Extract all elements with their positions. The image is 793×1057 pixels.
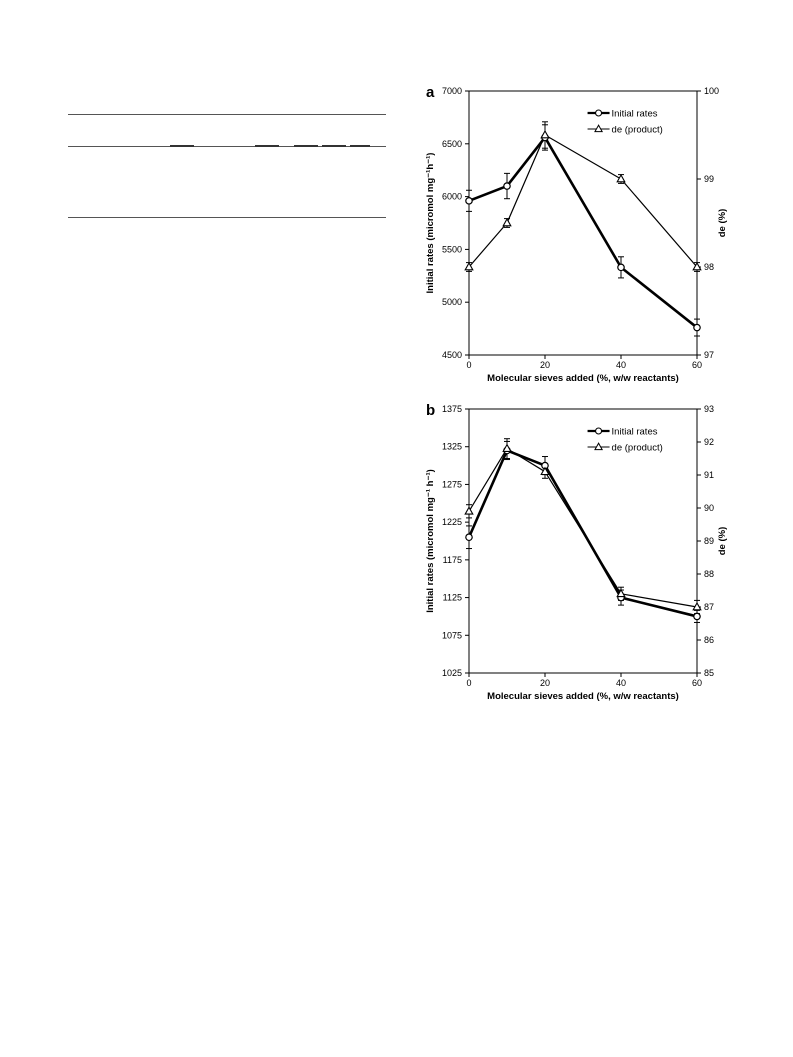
chart-a-y-tick-label-5: 7000 <box>442 86 462 96</box>
table-bottom-rule <box>68 217 386 218</box>
chart-a-x-axis-label: Molecular sieves added (%, w/w reactants… <box>487 373 679 384</box>
chart-b-x-tick-label-3: 60 <box>692 678 702 688</box>
chart-a-x-tick-label-0: 0 <box>466 360 471 370</box>
table-span-rule-4 <box>322 145 346 147</box>
chart-b-x-tick-label-2: 40 <box>616 678 626 688</box>
chart-b-panel-letter: b <box>426 402 435 419</box>
chart-b-y-tick-label-2: 1125 <box>443 593 462 603</box>
table-span-rule-1 <box>170 145 194 147</box>
table-span-rule-3 <box>294 145 318 147</box>
chart-a-y-tick-label-2: 5500 <box>442 244 462 254</box>
chart-b-y-tick-label-6: 1325 <box>442 442 462 452</box>
chart-b-de-product-point-4 <box>692 601 702 611</box>
chart-a-de-product-point-4 <box>692 261 702 271</box>
table-span-rule-5 <box>350 145 370 147</box>
chart-a-svg: a 0 20 40 60 4500 5000 5500 6000 6500 7000 97 98 99 10… <box>425 84 728 384</box>
chart-b-x-axis-label: Molecular sieves added (%, w/w reactants… <box>487 691 679 702</box>
chart-a-legend-de-product-label: de (product) <box>612 125 663 136</box>
chart-a-y2-tick-label-2: 99 <box>704 174 714 184</box>
chart-a-initial-rates-point-3 <box>617 263 625 272</box>
chart-b-y2-tick-label-0: 85 <box>704 668 714 678</box>
chart-b-plot-frame <box>468 408 698 674</box>
chart-b-y-tick-label-4: 1225 <box>442 517 462 527</box>
chart-a-y2-tick-label-0: 97 <box>704 350 714 360</box>
chart-b-y2-axis-label: de (%) <box>717 527 728 556</box>
chart-b-y2-tick-label-6: 91 <box>704 470 714 480</box>
chart-a-x-tick-label-2: 40 <box>616 360 626 370</box>
chart-a-legend-initial-rates-label: Initial rates <box>612 109 658 120</box>
chart-a-initial-rates-point-0 <box>465 197 473 205</box>
table-span-rule-2 <box>255 145 279 147</box>
chart-a-panel-letter: a <box>426 84 435 101</box>
chart-panel-b: b 0 20 40 60 1025 1075 1125 1175 1225 1275 1325 1375… <box>415 398 745 702</box>
chart-b-de-product-point-1 <box>502 443 512 452</box>
chart-b-de-product-point-0 <box>464 506 474 515</box>
chart-a-x-tick-label-1: 20 <box>540 360 550 370</box>
chart-a-y-tick-label-1: 5000 <box>442 297 462 307</box>
chart-b-svg: b 0 20 40 60 1025 1075 1125 1175 1225 1275 1325 1375… <box>425 402 728 702</box>
chart-b-y2-tick-label-2: 87 <box>704 602 714 612</box>
chart-a-initial-rates-line <box>468 136 698 329</box>
chart-a-y2-axis-label: de (%) <box>717 209 728 238</box>
chart-b-y2-tick-label-7: 92 <box>704 437 714 447</box>
chart-b-de-product-point-2 <box>540 466 550 476</box>
chart-a-y-axis-label: Initial rates (micromol mg⁻¹h⁻¹) <box>425 153 436 294</box>
chart-b-de-product-line <box>468 447 698 608</box>
chart-a-initial-rates-point-4 <box>693 323 701 332</box>
chart-a-legend-initial-rates-marker <box>595 109 603 117</box>
chart-b-y-tick-label-7: 1375 <box>442 404 462 414</box>
chart-b-x-tick-label-0: 0 <box>466 678 471 688</box>
chart-panel-a: a 0 20 40 60 4500 5000 5500 6000 6500 7000 97 98 99 10… <box>415 80 745 384</box>
chart-a-plot-frame <box>468 90 698 356</box>
chart-b-y2-tick-label-5: 90 <box>704 503 714 513</box>
chart-a-de-product-point-0 <box>464 261 474 271</box>
chart-a-de-product-point-2 <box>540 129 550 139</box>
chart-a-de-product-point-3 <box>616 173 626 183</box>
chart-b-de-product-point-3 <box>616 588 626 598</box>
chart-a-y-tick-label-3: 6000 <box>442 192 462 202</box>
chart-b-y-tick-label-5: 1275 <box>442 479 462 489</box>
chart-a-initial-rates-point-1 <box>503 182 511 190</box>
chart-a-y-tick-label-0: 4500 <box>442 350 462 360</box>
chart-b-y2-tick-label-8: 93 <box>704 404 714 414</box>
chart-b-y-tick-label-3: 1175 <box>443 555 462 565</box>
chart-b-y2-tick-label-4: 89 <box>704 536 714 546</box>
chart-a-y2-tick-label-1: 98 <box>704 262 714 272</box>
chart-b-x-tick-label-1: 20 <box>540 678 550 688</box>
chart-b-legend-de-product-marker <box>594 442 604 451</box>
chart-b-legend-de-product-label: de (product) <box>612 443 663 454</box>
chart-b-legend-initial-rates-label: Initial rates <box>612 427 658 438</box>
chart-b-legend-initial-rates-marker <box>595 427 603 435</box>
chart-b-y-axis-label: Initial rates (micromol mg⁻¹ h⁻¹) <box>425 469 436 613</box>
chart-a-de-product-point-1 <box>502 217 512 227</box>
table-header-rule <box>68 146 386 147</box>
chart-b-y-tick-label-0: 1025 <box>442 668 462 678</box>
chart-b-initial-rates-point-4 <box>693 612 701 621</box>
chart-b-y-tick-label-1: 1075 <box>442 630 462 640</box>
chart-a-y-tick-label-4: 6500 <box>442 139 462 149</box>
chart-b-y2-tick-label-1: 86 <box>704 635 714 645</box>
chart-a-legend-de-product-marker <box>594 124 604 133</box>
chart-b-initial-rates-point-0 <box>465 533 473 542</box>
chart-a-x-tick-label-3: 60 <box>692 360 702 370</box>
table-top-rule <box>68 114 386 115</box>
chart-a-y2-tick-label-3: 100 <box>704 86 719 96</box>
chart-b-y2-tick-label-3: 88 <box>704 569 714 579</box>
